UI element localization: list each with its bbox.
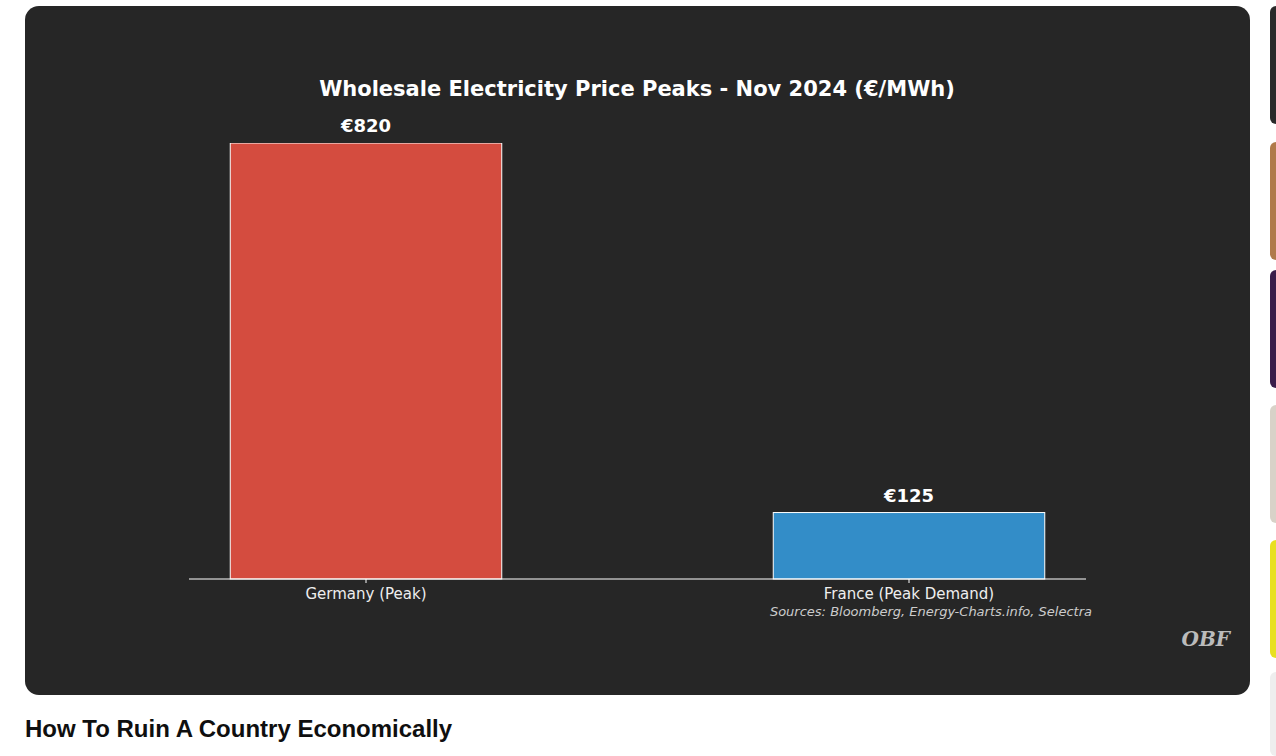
watermark: OBF <box>1181 627 1231 651</box>
bar <box>230 143 502 579</box>
x-axis <box>189 579 1086 580</box>
sidebar-thumbnail <box>1270 405 1276 523</box>
x-tick <box>366 579 367 583</box>
sidebar-thumbnail <box>1270 6 1276 124</box>
x-tick <box>909 579 910 583</box>
bars <box>230 143 1045 579</box>
x-tick-label: Germany (Peak) <box>305 585 426 603</box>
sidebar-thumbnail <box>1270 672 1276 756</box>
x-tick-label: France (Peak Demand) <box>824 585 994 603</box>
chart-panel <box>25 6 1250 695</box>
chart-title: Wholesale Electricity Price Peaks - Nov … <box>319 77 955 101</box>
source-note: Sources: Bloomberg, Energy-Charts.info, … <box>770 604 1092 619</box>
video-title: How To Ruin A Country Economically <box>25 715 453 742</box>
page: Wholesale Electricity Price Peaks - Nov … <box>0 0 1276 756</box>
data-label: €125 <box>883 485 934 506</box>
sidebar-thumbnail <box>1270 540 1276 658</box>
sidebar-thumbnail <box>1270 270 1276 388</box>
sidebar-thumbnail <box>1270 142 1276 260</box>
bar <box>773 513 1045 579</box>
data-label: €820 <box>340 115 391 136</box>
